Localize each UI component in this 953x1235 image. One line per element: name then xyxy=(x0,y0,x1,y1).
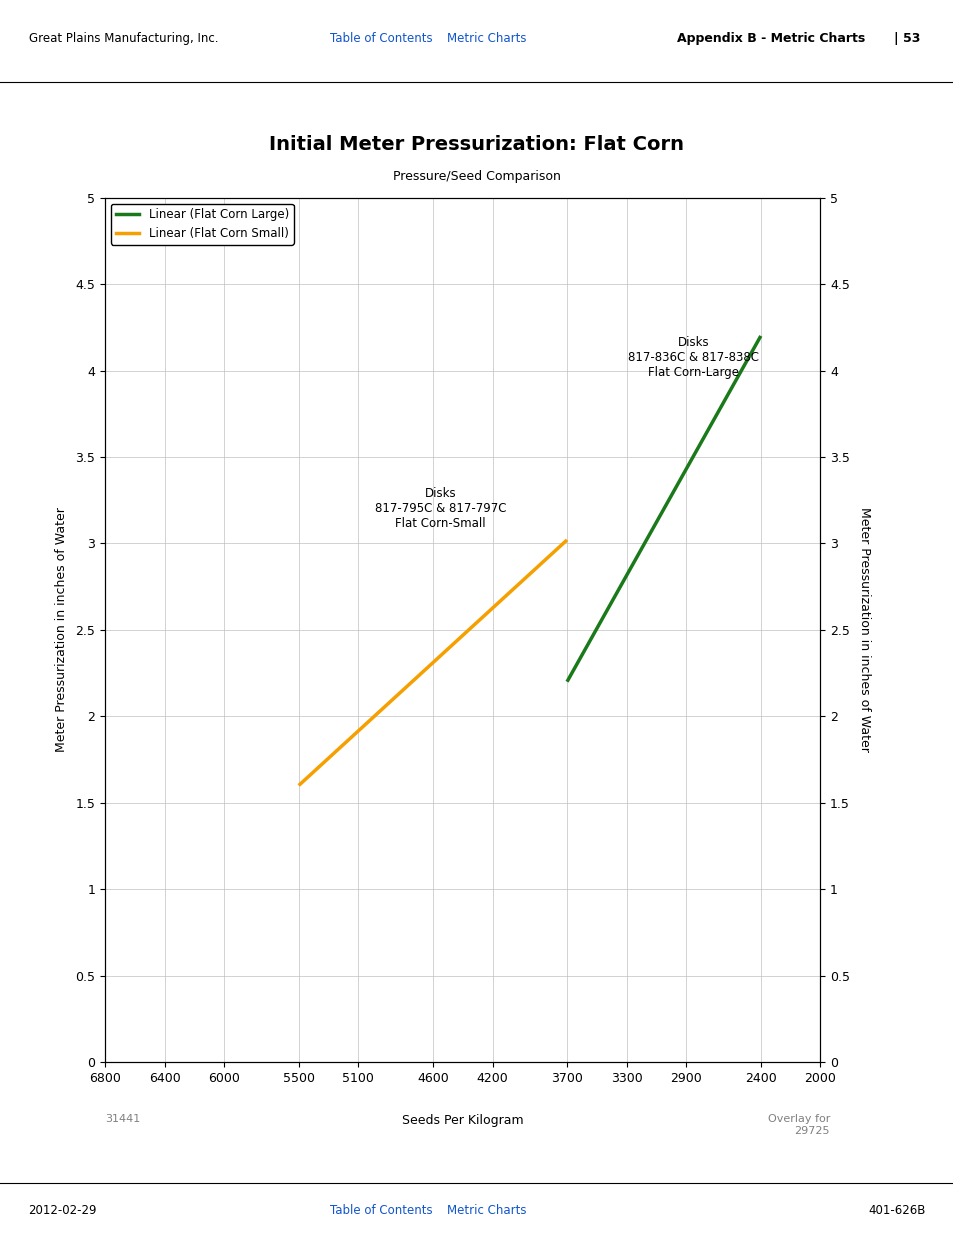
Text: 31441: 31441 xyxy=(105,1114,140,1124)
Text: 401-626B: 401-626B xyxy=(867,1204,924,1216)
Text: Disks
817-836C & 817-838C
Flat Corn-Large: Disks 817-836C & 817-838C Flat Corn-Larg… xyxy=(628,336,759,379)
Text: Metric Charts: Metric Charts xyxy=(446,32,526,46)
Text: | 53: | 53 xyxy=(893,32,920,46)
Text: Table of Contents: Table of Contents xyxy=(330,1204,433,1216)
Text: Appendix B - Metric Charts: Appendix B - Metric Charts xyxy=(677,32,864,46)
Y-axis label: Meter Pressurization in inches of Water: Meter Pressurization in inches of Water xyxy=(857,508,870,752)
Text: Table of Contents: Table of Contents xyxy=(330,32,433,46)
Legend: Linear (Flat Corn Large), Linear (Flat Corn Small): Linear (Flat Corn Large), Linear (Flat C… xyxy=(111,204,294,245)
Text: Disks
817-795C & 817-797C
Flat Corn-Small: Disks 817-795C & 817-797C Flat Corn-Smal… xyxy=(375,487,505,530)
Text: Metric Charts: Metric Charts xyxy=(446,1204,526,1216)
Text: Great Plains Manufacturing, Inc.: Great Plains Manufacturing, Inc. xyxy=(29,32,218,46)
Text: 2012-02-29: 2012-02-29 xyxy=(29,1204,97,1216)
Y-axis label: Meter Pressurization in inches of Water: Meter Pressurization in inches of Water xyxy=(55,508,69,752)
Text: Pressure/Seed Comparison: Pressure/Seed Comparison xyxy=(393,169,560,183)
Text: Initial Meter Pressurization: Flat Corn: Initial Meter Pressurization: Flat Corn xyxy=(269,136,684,154)
Text: Overlay for
29725: Overlay for 29725 xyxy=(767,1114,829,1135)
Text: Seeds Per Kilogram: Seeds Per Kilogram xyxy=(401,1114,523,1128)
